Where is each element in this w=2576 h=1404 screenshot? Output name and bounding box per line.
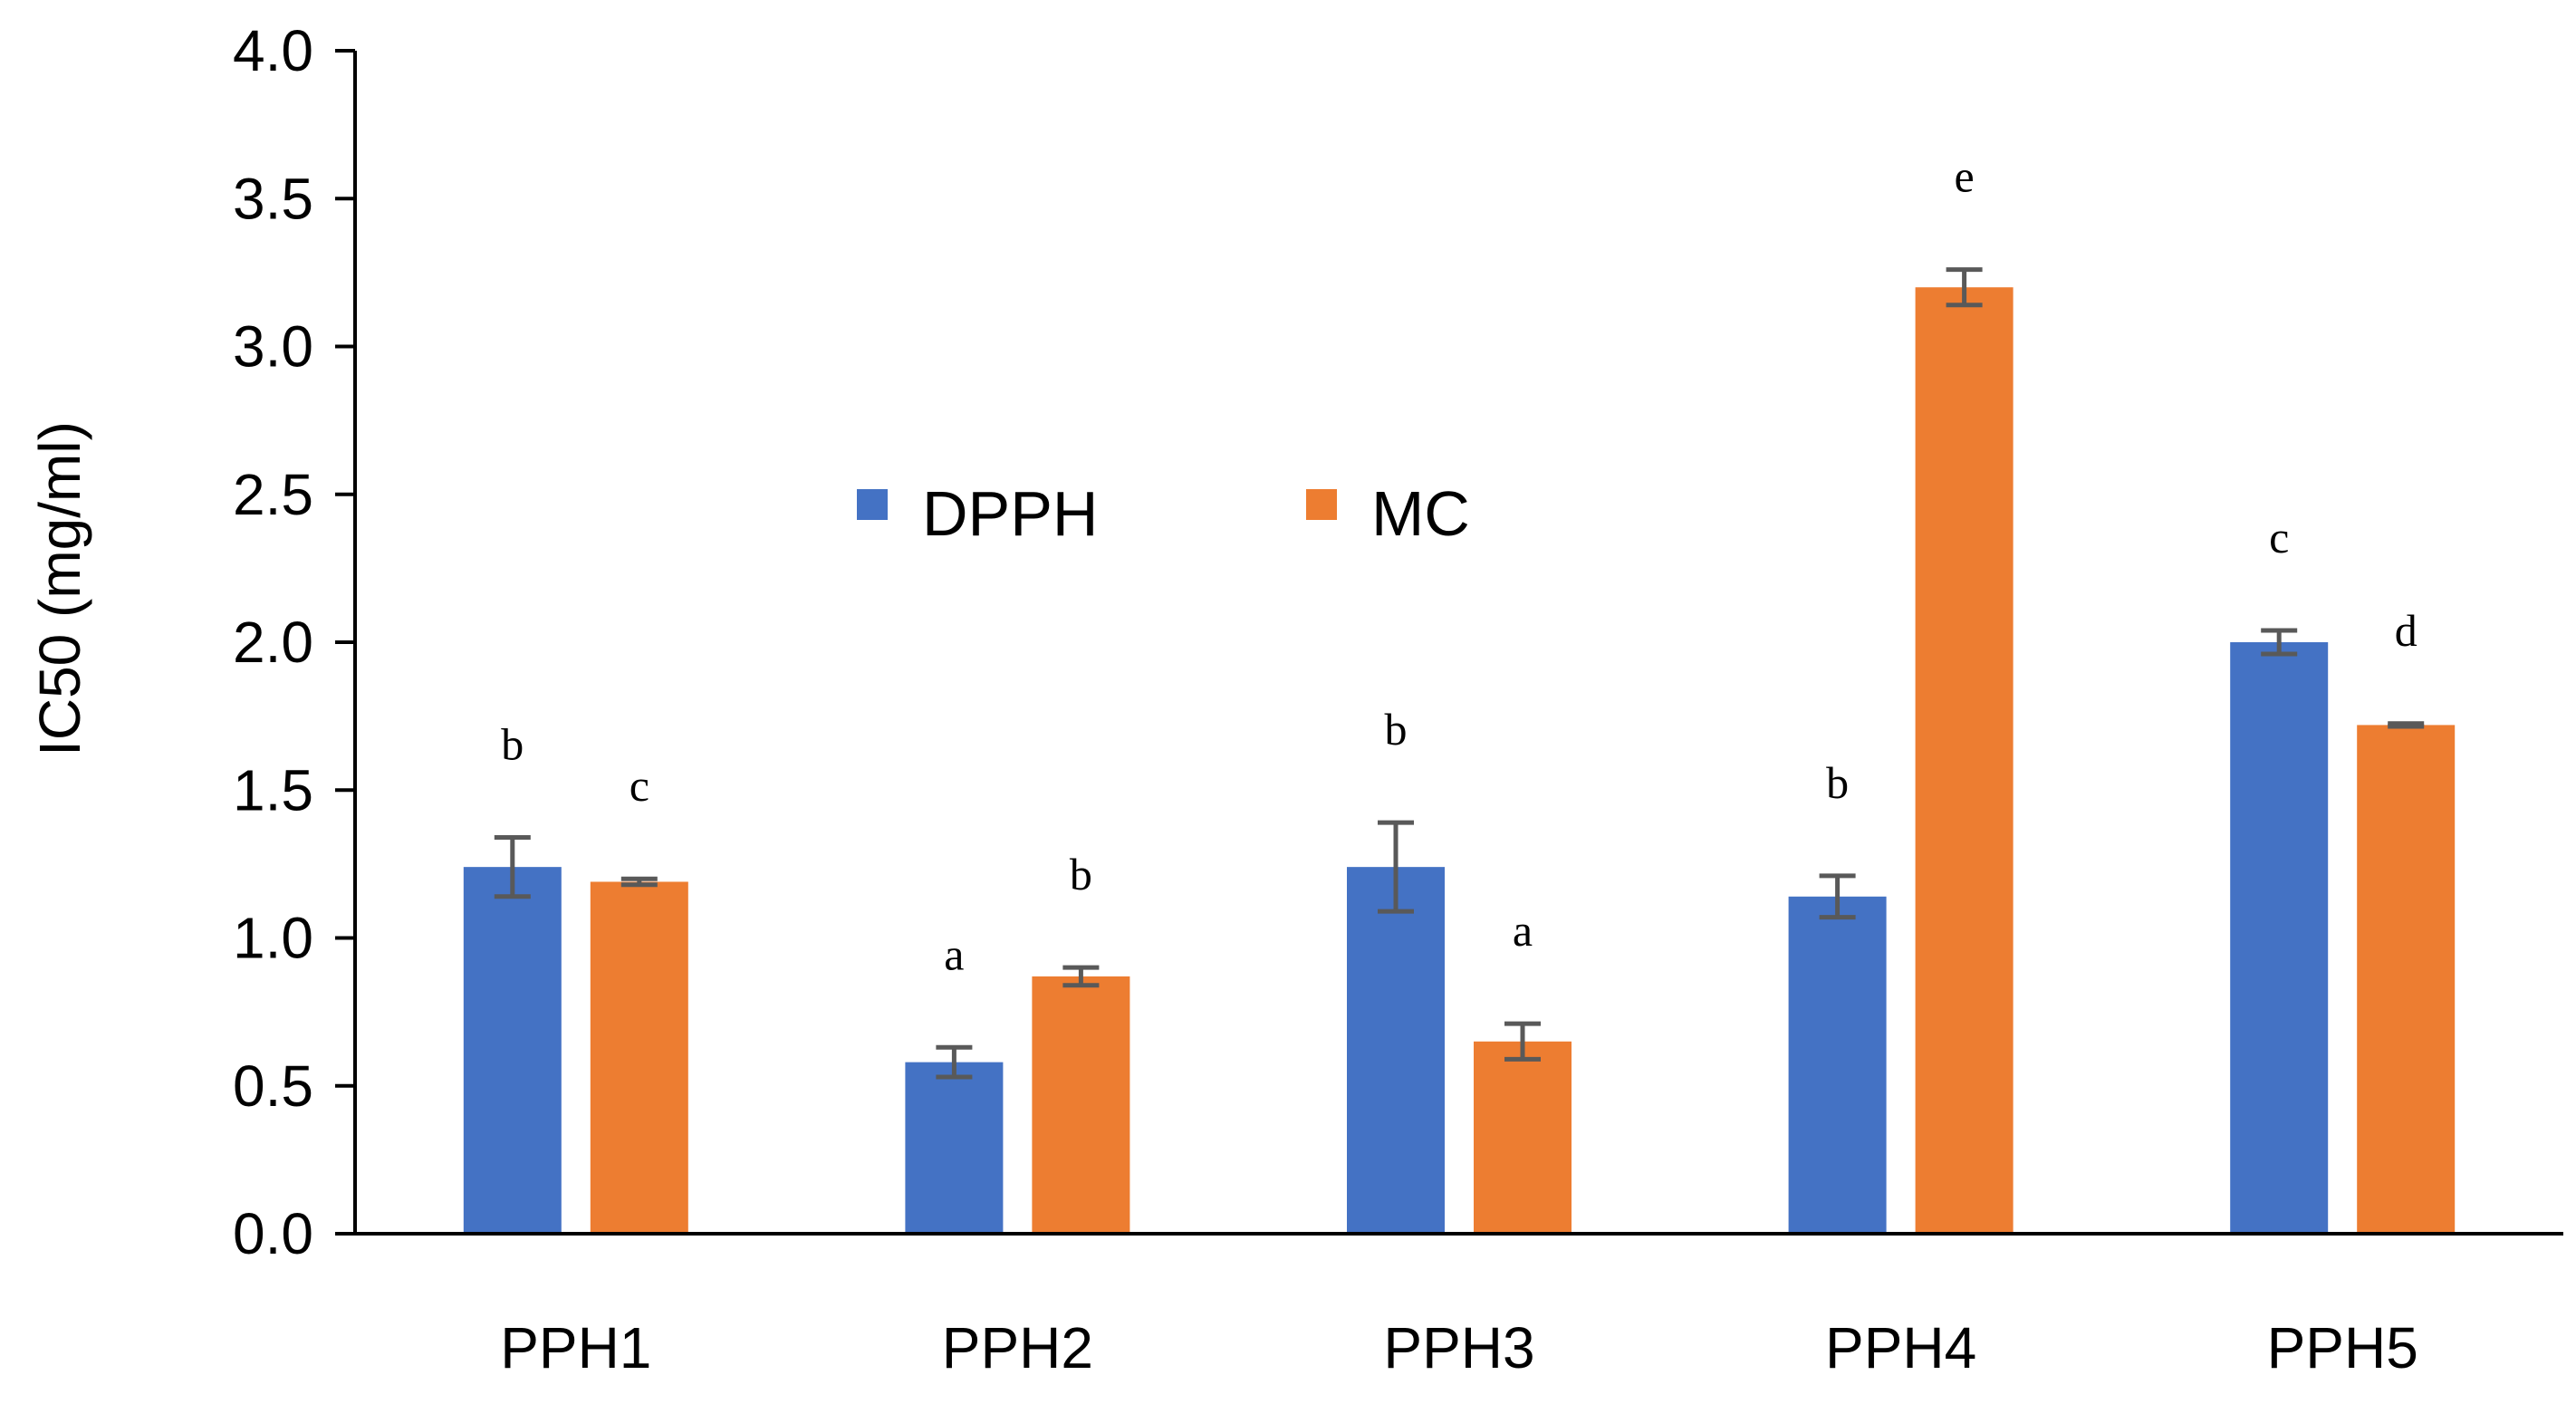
legend-label-dpph: DPPH bbox=[922, 478, 1098, 549]
significance-letter-dpph-pph2: a bbox=[944, 928, 964, 979]
error-bar-dpph-pph4 bbox=[1819, 873, 1856, 920]
bar-mc-pph4 bbox=[1915, 287, 2014, 1235]
y-tick-label: 3.5 bbox=[233, 166, 313, 231]
x-tick-label-pph1: PPH1 bbox=[500, 1315, 651, 1380]
bar-dpph-pph3 bbox=[1347, 867, 1445, 1234]
y-axis-title: IC50 (mg/ml) bbox=[27, 421, 92, 756]
y-tick-label: 4.0 bbox=[233, 18, 313, 83]
bar-dpph-pph5 bbox=[2230, 642, 2329, 1234]
y-tick-label: 0.0 bbox=[233, 1201, 313, 1266]
x-tick-label-pph2: PPH2 bbox=[942, 1315, 1093, 1380]
error-bar-dpph-pph5 bbox=[2261, 628, 2298, 657]
bars bbox=[463, 287, 2456, 1235]
significance-letter-mc-pph5: d bbox=[2395, 605, 2417, 656]
y-axis-ticks: 0.0 0.5 1.0 1.5 2.0 2.5 3.0 3.5 4.0 bbox=[233, 18, 355, 1266]
error-bar-mc-pph5 bbox=[2388, 721, 2425, 729]
legend-swatch-dpph bbox=[857, 489, 888, 520]
legend-label-mc: MC bbox=[1371, 478, 1470, 549]
significance-letter-mc-pph3: a bbox=[1513, 905, 1533, 956]
significance-letter-mc-pph4: e bbox=[1954, 151, 1974, 202]
y-tick-label: 1.0 bbox=[233, 906, 313, 971]
error-bar-mc-pph1 bbox=[620, 876, 658, 888]
error-bar-dpph-pph2 bbox=[936, 1044, 973, 1080]
bar-dpph-pph4 bbox=[1788, 896, 1887, 1234]
bar-mc-pph3 bbox=[1474, 1041, 1572, 1234]
significance-letter-dpph-pph5: c bbox=[2269, 512, 2289, 563]
legend-swatch-mc bbox=[1306, 489, 1337, 520]
error-bar-dpph-pph1 bbox=[494, 834, 531, 899]
x-tick-label-pph3: PPH3 bbox=[1383, 1315, 1534, 1380]
y-tick-label: 3.0 bbox=[233, 314, 313, 380]
error-bars bbox=[494, 267, 2425, 1080]
significance-letters: b c a b b a b e c d bbox=[501, 151, 2417, 980]
y-tick-label: 1.5 bbox=[233, 757, 313, 822]
bar-dpph-pph1 bbox=[463, 867, 562, 1234]
x-axis-categories: PPH1 PPH2 PPH3 PPH4 PPH5 bbox=[500, 1315, 2418, 1380]
error-bar-mc-pph2 bbox=[1062, 965, 1100, 988]
bar-mc-pph5 bbox=[2357, 725, 2456, 1234]
significance-letter-dpph-pph1: b bbox=[501, 718, 524, 769]
error-bar-dpph-pph3 bbox=[1378, 820, 1414, 914]
error-bar-mc-pph3 bbox=[1504, 1021, 1541, 1062]
x-tick-label-pph5: PPH5 bbox=[2267, 1315, 2418, 1380]
bar-mc-pph2 bbox=[1032, 976, 1130, 1234]
significance-letter-dpph-pph4: b bbox=[1826, 757, 1849, 808]
error-bar-mc-pph4 bbox=[1946, 267, 1983, 308]
bar-dpph-pph2 bbox=[905, 1062, 1004, 1234]
significance-letter-mc-pph1: c bbox=[630, 760, 649, 811]
y-tick-label: 0.5 bbox=[233, 1053, 313, 1119]
significance-letter-mc-pph2: b bbox=[1070, 849, 1092, 899]
significance-letter-dpph-pph3: b bbox=[1385, 704, 1408, 755]
x-tick-label-pph4: PPH4 bbox=[1825, 1315, 1976, 1380]
y-tick-label: 2.0 bbox=[233, 610, 313, 675]
legend: DPPH MC bbox=[857, 478, 1470, 549]
y-tick-label: 2.5 bbox=[233, 462, 313, 527]
bar-mc-pph1 bbox=[590, 881, 688, 1234]
